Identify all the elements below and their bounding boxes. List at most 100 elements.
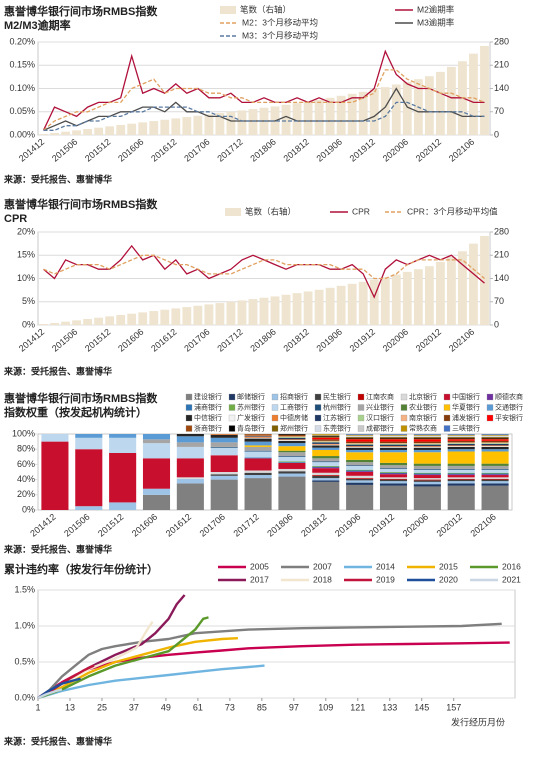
bar (347, 93, 357, 135)
bar-segment (346, 462, 374, 466)
bar-segment (447, 446, 475, 450)
bar-segment (244, 435, 272, 437)
bar-segment (346, 443, 374, 444)
bar-segment (244, 478, 272, 510)
bar (116, 125, 126, 135)
bar-segment (447, 443, 475, 444)
bar (39, 324, 48, 325)
bar-segment (379, 481, 408, 484)
bar-segment (413, 434, 441, 435)
x-tick-label: 201806 (248, 137, 277, 164)
x-tick-label: 201912 (367, 512, 396, 539)
bar-segment (447, 434, 475, 436)
bar-segment (379, 485, 408, 510)
bar-segment (176, 442, 204, 447)
legend-label: 2017 (250, 574, 269, 584)
bar-segment (379, 472, 408, 474)
legend-label: 中国银行 (452, 392, 480, 401)
bar-segment (210, 472, 238, 475)
legend-swatch (400, 404, 408, 411)
bar-segment (312, 436, 340, 438)
bar-segment (312, 461, 340, 463)
legend-swatch (357, 404, 365, 411)
chart-title: 惠誉博华银行间市场RMBS指数 (4, 4, 158, 18)
bar-segment (244, 445, 272, 447)
line-series (37, 664, 265, 700)
legend-label: 2014 (376, 561, 395, 571)
bar-segment (413, 465, 441, 469)
legend-label: 中德房储 (280, 413, 308, 422)
bar-segment (210, 475, 238, 480)
bar-segment (481, 440, 509, 443)
bar-segment (447, 434, 475, 435)
chart-subtitle: M2/M3逾期率 (4, 18, 71, 32)
bar-segment (379, 436, 408, 438)
bar (182, 307, 192, 325)
bar (369, 89, 379, 135)
bar-segment (346, 452, 374, 460)
bar (435, 261, 445, 325)
bar-segment (142, 434, 171, 440)
bar-segment (413, 469, 441, 473)
y2-tick-label: 280 (494, 226, 509, 236)
bar (83, 319, 93, 325)
bar-segment (379, 483, 408, 486)
y-tick-label: 40% (17, 474, 35, 484)
legend-swatch (400, 414, 408, 422)
legend-swatch (228, 425, 236, 432)
bar-segment (481, 481, 509, 484)
x-tick-label: 201506 (50, 137, 79, 164)
bar (325, 287, 335, 325)
bar-segment (447, 475, 475, 478)
bar-segment (379, 468, 408, 469)
x-tick-label: 201612 (164, 512, 193, 539)
bar-segment (447, 442, 475, 444)
bar-segment (312, 435, 340, 437)
bar-segment (481, 477, 509, 479)
x-tick-label: 1 (35, 702, 40, 712)
bar-segment (447, 445, 475, 447)
bar-segment (346, 434, 374, 436)
line-series (37, 622, 502, 699)
bar-segment (481, 478, 509, 480)
bar-segment (481, 473, 509, 475)
bar-segment (447, 485, 475, 510)
bar-segment (481, 479, 509, 482)
bar-segment (244, 470, 272, 473)
bar-segment (447, 443, 475, 446)
legend-swatch (400, 393, 408, 401)
legend-label: 2016 (502, 561, 521, 571)
y2-tick-label: 70 (494, 296, 504, 306)
line-series (42, 49, 485, 131)
x-tick-label: 201812 (281, 327, 310, 354)
bar (138, 122, 148, 135)
bar-segment (481, 468, 509, 470)
y2-tick-label: 280 (494, 36, 509, 46)
legend-swatch (185, 393, 193, 401)
legend-label: 汉口银行 (366, 413, 394, 422)
y-tick-label: 0% (22, 319, 35, 329)
legend-swatch (443, 414, 451, 422)
bar-segment (346, 447, 374, 450)
legend-label: 浦商银行 (194, 402, 222, 411)
bar-segment (346, 480, 374, 483)
bar-segment (244, 437, 272, 438)
bar-segment (176, 478, 204, 484)
bar-segment (244, 438, 272, 442)
bar (402, 81, 412, 135)
bar-segment (379, 435, 408, 437)
bar-segment (244, 437, 272, 439)
bar-segment (379, 477, 408, 479)
bar-segment (346, 434, 374, 435)
x-tick-label: 201606 (116, 327, 145, 354)
x-tick-label: 202006 (401, 512, 430, 539)
bar-segment (413, 436, 441, 438)
x-tick-label: 201812 (281, 137, 310, 164)
bar-segment (413, 468, 441, 470)
bar-segment (346, 478, 374, 481)
line-series (37, 677, 81, 699)
bar-segment (481, 463, 509, 466)
bar-segment (244, 436, 272, 438)
y2-tick-label: 140 (494, 273, 509, 283)
legend-swatch (314, 393, 322, 401)
